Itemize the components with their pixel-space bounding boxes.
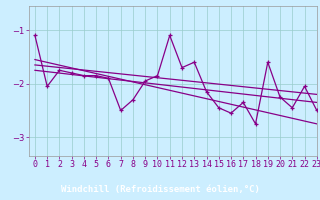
Text: Windchill (Refroidissement éolien,°C): Windchill (Refroidissement éolien,°C) [60,185,260,194]
